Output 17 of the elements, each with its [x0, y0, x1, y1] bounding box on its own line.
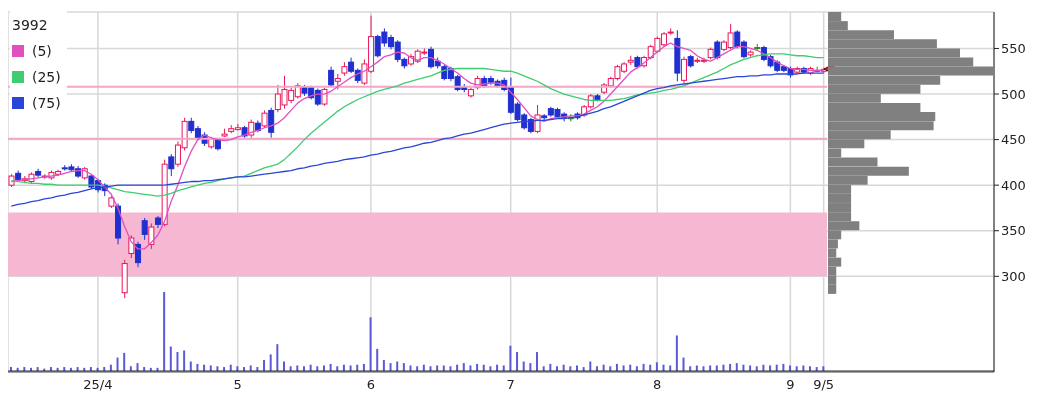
x-tick-label: 5 — [233, 377, 242, 393]
chart-title: 3992 — [12, 16, 49, 35]
y-tick-label: 400 — [1001, 177, 1026, 193]
x-tick-label: 7 — [506, 377, 515, 393]
y-tick-label: 350 — [1001, 223, 1026, 239]
x-tick-label: 6 — [366, 377, 376, 393]
legend-label: (75) — [32, 94, 61, 113]
y-tick-label: 300 — [1001, 268, 1026, 284]
x-tick-label: 9 — [786, 377, 795, 393]
x-tick-label: 9/5 — [813, 377, 835, 393]
x-tick-label: 25/4 — [83, 377, 113, 393]
y-tick-label: 450 — [1001, 132, 1026, 148]
x-tick-label: 8 — [653, 377, 662, 393]
legend-label: (25) — [32, 68, 61, 87]
y-tick-label: 500 — [1001, 86, 1026, 102]
y-tick-label: 550 — [1001, 41, 1026, 57]
legend-label: (5) — [32, 42, 52, 61]
